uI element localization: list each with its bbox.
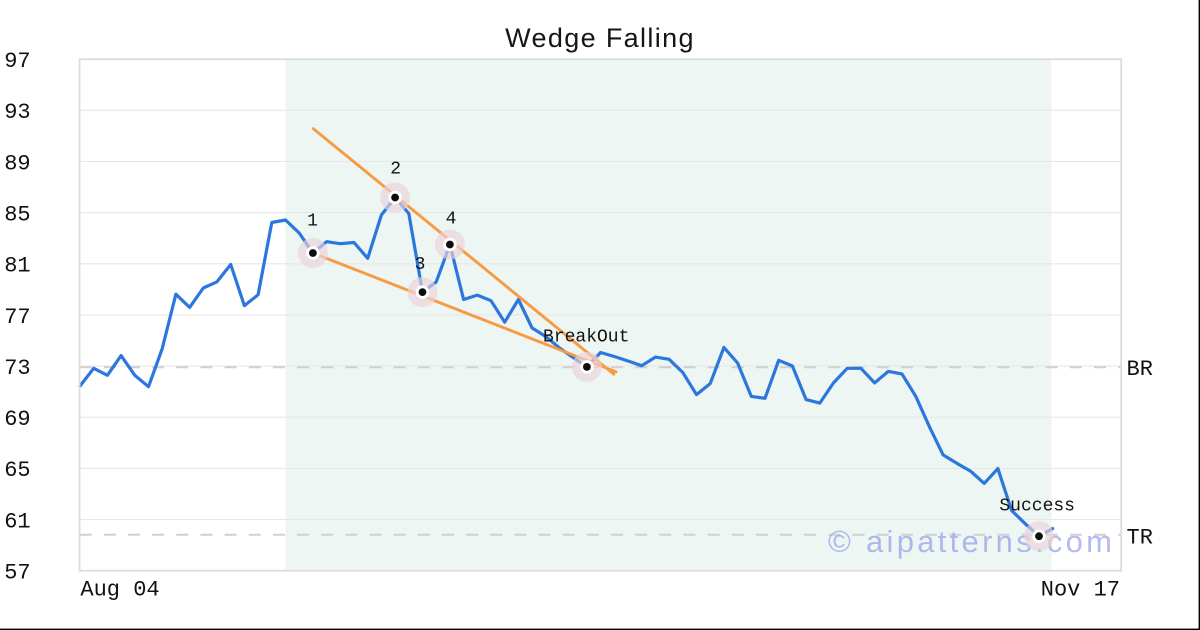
svg-text:85: 85 <box>4 202 30 227</box>
svg-text:77: 77 <box>4 305 30 330</box>
svg-text:© aipatterns.com: © aipatterns.com <box>828 524 1112 559</box>
svg-text:93: 93 <box>4 100 30 125</box>
svg-text:97: 97 <box>4 49 30 74</box>
svg-text:4: 4 <box>446 210 457 230</box>
svg-text:BreakOut: BreakOut <box>543 328 629 348</box>
svg-text:73: 73 <box>4 356 30 381</box>
svg-text:3: 3 <box>415 255 426 275</box>
svg-text:1: 1 <box>307 212 318 232</box>
svg-text:TR: TR <box>1127 526 1153 551</box>
svg-text:Wedge Falling: Wedge Falling <box>505 23 695 53</box>
svg-text:89: 89 <box>4 151 30 176</box>
svg-text:57: 57 <box>4 561 30 586</box>
svg-text:BR: BR <box>1127 357 1153 382</box>
svg-text:61: 61 <box>4 509 30 534</box>
svg-text:2: 2 <box>390 159 401 179</box>
svg-text:Nov 17: Nov 17 <box>1041 578 1120 603</box>
svg-text:81: 81 <box>4 254 30 279</box>
svg-text:65: 65 <box>4 458 30 483</box>
svg-text:Aug 04: Aug 04 <box>80 578 159 603</box>
svg-text:Success: Success <box>999 497 1075 517</box>
svg-text:69: 69 <box>4 407 30 432</box>
